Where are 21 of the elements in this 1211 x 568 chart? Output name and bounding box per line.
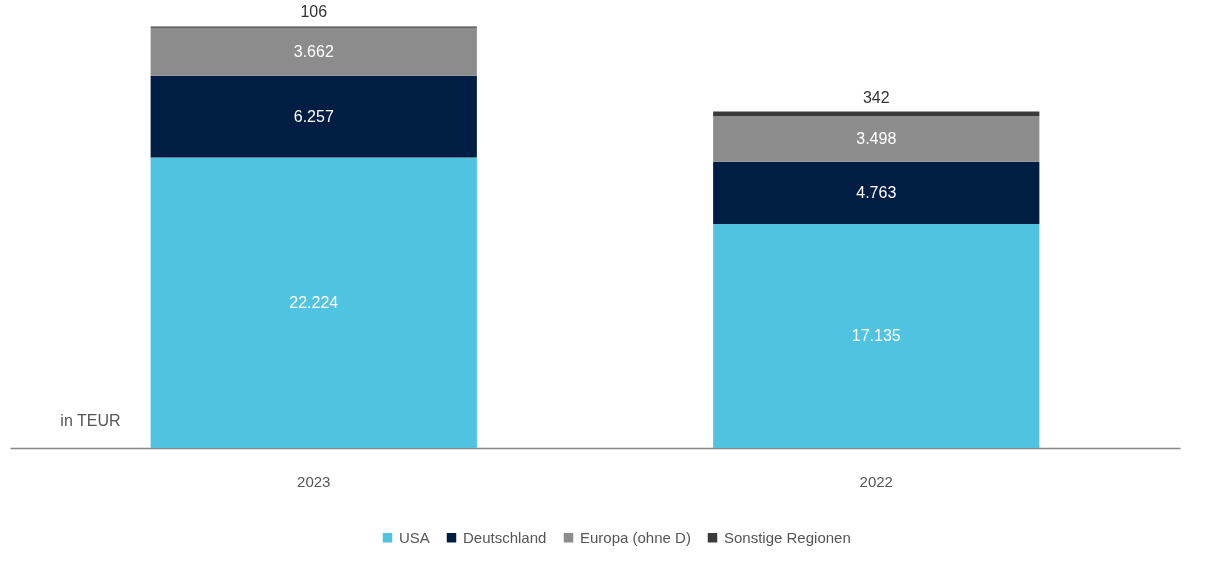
data-label: 3.662 — [293, 42, 334, 60]
y-axis-title: in TEUR — [60, 411, 121, 429]
bar — [713, 224, 1040, 448]
bar — [713, 161, 1040, 225]
legend-label: USA — [399, 528, 430, 546]
data-label: 4.763 — [856, 183, 897, 201]
bar — [150, 75, 477, 158]
bar — [150, 157, 477, 448]
data-label: 22.224 — [289, 293, 339, 311]
legend-label: Deutschland — [463, 528, 547, 546]
legend-label: Europa (ohne D) — [580, 528, 691, 546]
data-label: 342 — [862, 88, 890, 106]
data-label: 106 — [300, 3, 328, 21]
bar — [150, 27, 477, 76]
legend-label: Sonstige Regionen — [724, 528, 851, 546]
data-label: 3.498 — [856, 129, 897, 147]
x-tick-label: 2023 — [297, 472, 331, 490]
data-label: 6.257 — [293, 107, 334, 125]
x-tick-label: 2022 — [859, 472, 893, 490]
bar — [713, 116, 1040, 162]
data-label: 17.135 — [851, 327, 901, 344]
